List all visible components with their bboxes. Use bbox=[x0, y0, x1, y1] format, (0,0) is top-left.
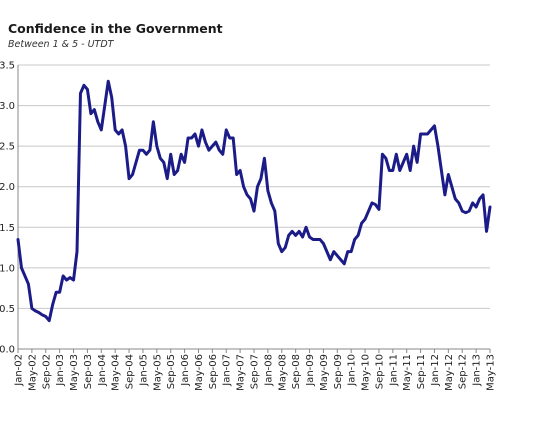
x-tick-label: Jan-07 bbox=[222, 354, 233, 387]
y-tick-label: 1.5 bbox=[0, 223, 15, 234]
x-tick-label: May-09 bbox=[319, 354, 330, 391]
x-tick-label: Jan-10 bbox=[347, 354, 358, 387]
x-tick-label: Sep-08 bbox=[291, 354, 302, 389]
x-tick-label: Sep-06 bbox=[208, 354, 219, 389]
x-tick-label: Sep-05 bbox=[166, 354, 177, 389]
x-tick-label: Sep-12 bbox=[458, 354, 469, 389]
x-tick-label: Sep-11 bbox=[416, 354, 427, 389]
x-tick-label: Jan-08 bbox=[263, 354, 274, 387]
x-tick-label: May-02 bbox=[27, 354, 38, 391]
x-tick-label: Jan-06 bbox=[180, 354, 191, 387]
x-tick-label: May-11 bbox=[402, 354, 413, 391]
x-tick-label: Sep-09 bbox=[333, 354, 344, 389]
x-tick-label: May-10 bbox=[361, 354, 372, 391]
y-tick-label: 2.0 bbox=[0, 182, 15, 193]
x-tick-label: Jan-04 bbox=[97, 354, 108, 387]
y-tick-label: 0.5 bbox=[0, 304, 15, 315]
y-tick-label: 2.5 bbox=[0, 142, 15, 153]
x-tick-label: Sep-04 bbox=[125, 354, 136, 389]
x-tick-label: Jan-12 bbox=[430, 354, 441, 387]
x-tick-label: Sep-07 bbox=[250, 354, 261, 389]
x-tick-label: Jan-09 bbox=[305, 354, 316, 387]
x-tick-label: Sep-02 bbox=[41, 354, 52, 389]
y-tick-label: 3.0 bbox=[0, 101, 15, 112]
x-tick-label: Jan-11 bbox=[388, 354, 399, 387]
x-tick-label: Jan-13 bbox=[472, 354, 483, 387]
data-line bbox=[16, 79, 492, 323]
x-tick-label: Jan-03 bbox=[55, 354, 66, 387]
y-tick-label: 3.5 bbox=[0, 61, 15, 72]
x-tick-label: May-07 bbox=[236, 354, 247, 391]
x-tick-label: May-12 bbox=[444, 354, 455, 391]
x-tick-label: May-13 bbox=[486, 354, 497, 391]
x-tick-label: Jan-02 bbox=[14, 354, 25, 387]
x-tick-label: Sep-03 bbox=[83, 354, 94, 389]
x-tick-label: May-08 bbox=[277, 354, 288, 391]
x-tick-label: Sep-10 bbox=[374, 354, 385, 389]
x-tick-label: Jan-05 bbox=[138, 354, 149, 387]
x-tick-label: May-06 bbox=[194, 354, 205, 391]
x-tick-label: May-05 bbox=[152, 354, 163, 391]
x-tick-label: May-03 bbox=[69, 354, 80, 391]
chart-subtitle: Between 1 & 5 - UTDT bbox=[8, 39, 115, 50]
y-tick-label: 0.0 bbox=[0, 345, 15, 356]
x-tick-label: May-04 bbox=[111, 354, 122, 391]
y-tick-label: 1.0 bbox=[0, 263, 15, 274]
chart-title: Confidence in the Government bbox=[8, 21, 223, 36]
